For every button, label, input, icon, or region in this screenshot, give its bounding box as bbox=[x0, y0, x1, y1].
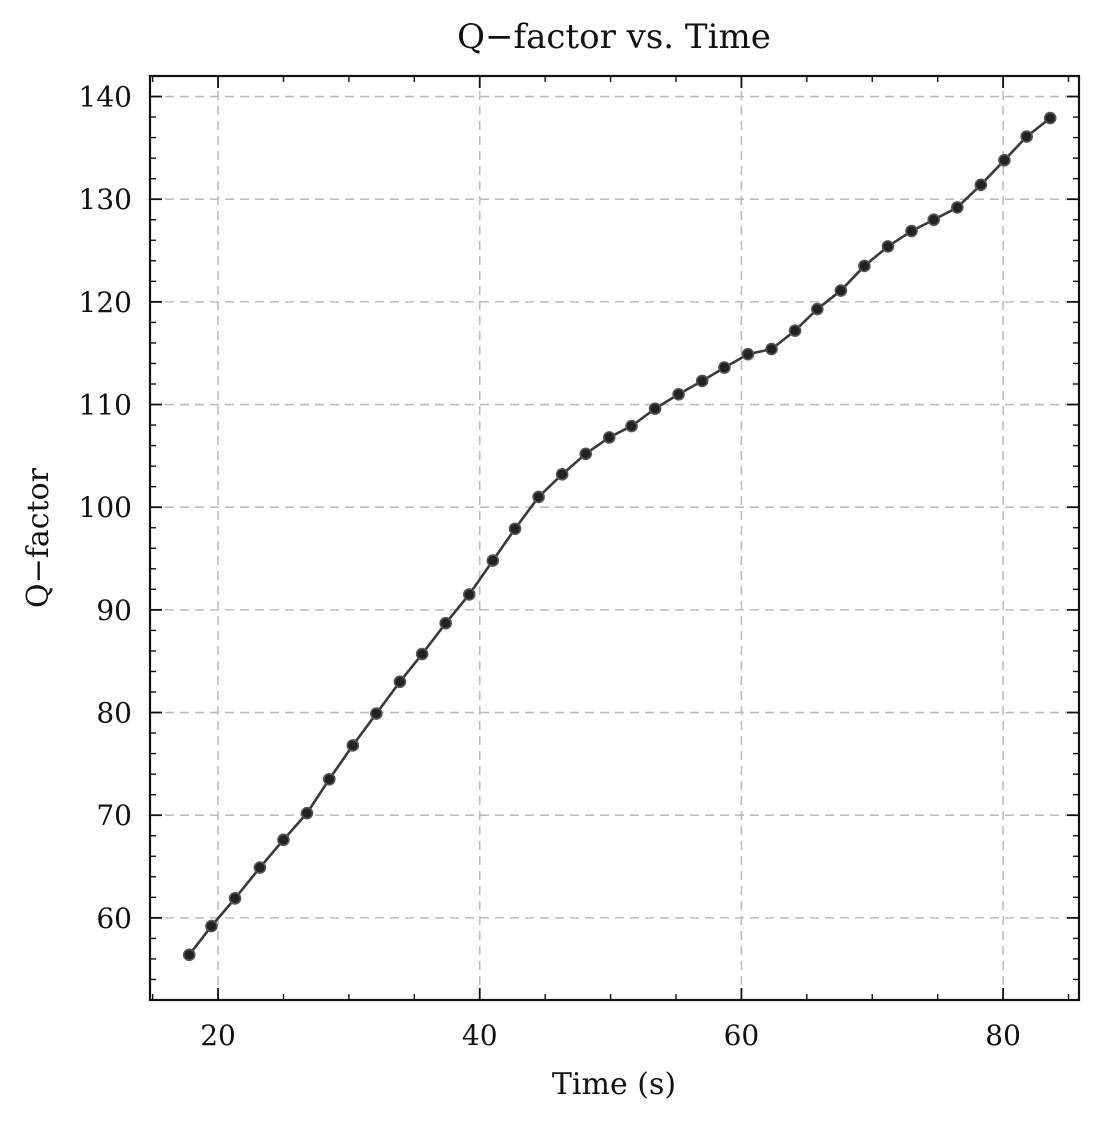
data-point bbox=[579, 447, 593, 461]
y-tick-label: 110 bbox=[79, 389, 132, 422]
data-point bbox=[486, 554, 500, 567]
y-axis-label: Q−factor bbox=[21, 467, 56, 608]
data-point bbox=[277, 833, 290, 847]
data-point bbox=[602, 431, 616, 444]
x-axis-label: Time (s) bbox=[552, 1067, 676, 1102]
data-point bbox=[532, 490, 545, 504]
data-point bbox=[462, 588, 476, 601]
data-point bbox=[788, 324, 802, 337]
data-point bbox=[228, 892, 242, 905]
x-tick-label: 20 bbox=[200, 1019, 236, 1052]
data-point bbox=[253, 861, 267, 874]
data-point bbox=[695, 374, 709, 388]
data-point bbox=[858, 259, 871, 273]
x-tick-label: 40 bbox=[462, 1019, 498, 1052]
data-point bbox=[415, 647, 429, 661]
data-point bbox=[370, 707, 383, 720]
data-point bbox=[393, 675, 407, 689]
y-tick-label: 60 bbox=[96, 902, 132, 935]
data-point bbox=[300, 806, 314, 820]
data-point bbox=[672, 387, 685, 401]
tick-labels: 20 40 60 80 60 70 80 90 100 110 120 130 140 bbox=[79, 81, 1021, 1052]
data-point bbox=[881, 240, 895, 253]
data-point bbox=[765, 342, 778, 356]
chart-title: Q−factor vs. Time bbox=[457, 17, 771, 57]
data-point bbox=[439, 616, 453, 630]
x-tick-label: 60 bbox=[724, 1019, 760, 1052]
data-point bbox=[1043, 111, 1057, 125]
data-point bbox=[834, 284, 848, 297]
y-tick-label: 130 bbox=[79, 183, 132, 216]
data-point bbox=[205, 919, 218, 933]
data-point bbox=[905, 224, 918, 238]
y-tick-label: 100 bbox=[79, 491, 132, 524]
series-line bbox=[188, 117, 1052, 956]
y-tick-label: 120 bbox=[79, 286, 132, 319]
plot-frame bbox=[148, 74, 1081, 1002]
grid-lines bbox=[150, 76, 1079, 1000]
data-point bbox=[346, 739, 360, 752]
data-point bbox=[927, 213, 941, 227]
data-point bbox=[741, 347, 755, 361]
data-point bbox=[1020, 130, 1033, 143]
series-layer bbox=[182, 111, 1057, 962]
data-point bbox=[322, 772, 336, 786]
data-point bbox=[811, 302, 824, 316]
y-tick-label: 140 bbox=[79, 81, 132, 114]
data-point bbox=[625, 419, 638, 433]
x-tick-label: 80 bbox=[985, 1019, 1021, 1052]
data-point bbox=[555, 468, 569, 481]
data-point bbox=[951, 201, 964, 214]
data-point bbox=[718, 361, 731, 374]
data-point bbox=[648, 402, 662, 415]
data-point bbox=[998, 153, 1011, 167]
y-tick-label: 80 bbox=[96, 697, 132, 730]
data-point bbox=[974, 178, 988, 192]
data-point bbox=[508, 522, 522, 536]
data-point bbox=[182, 948, 196, 962]
y-tick-label: 70 bbox=[96, 799, 132, 832]
y-tick-label: 90 bbox=[96, 594, 132, 627]
ticks bbox=[150, 75, 1079, 1001]
